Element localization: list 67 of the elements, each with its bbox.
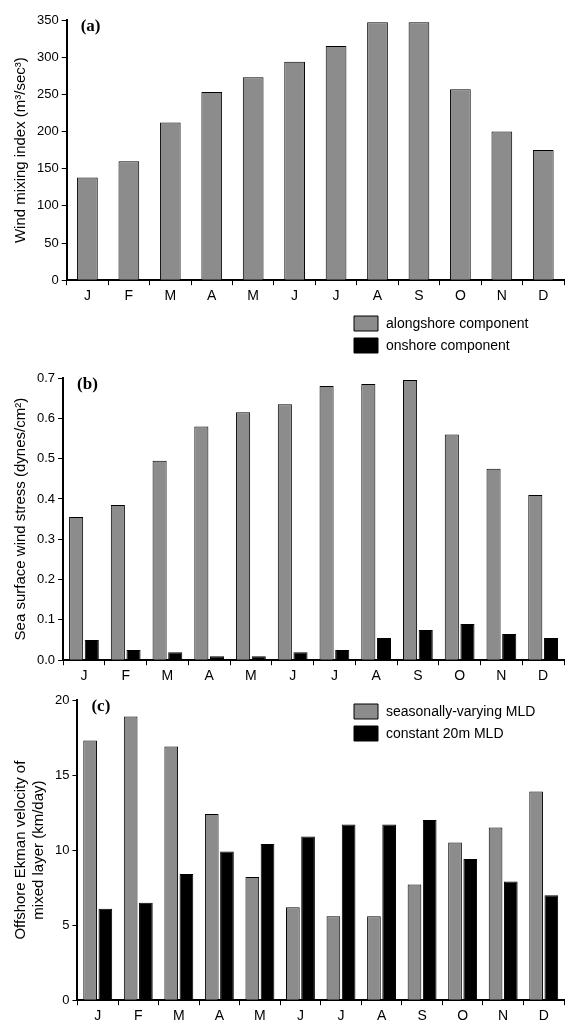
x-tick-label: J (80, 667, 88, 684)
y-tick-label: 0 (51, 271, 59, 287)
x-tick-label: N (498, 1007, 509, 1024)
x-tick-label: O (454, 287, 466, 304)
x-tick-label: F (124, 287, 134, 304)
x-tick-label: F (134, 1007, 143, 1024)
y-tick-label: 0.7 (36, 369, 56, 385)
x-tick-label: S (413, 667, 423, 684)
x-tick-label: M (245, 667, 257, 684)
x-tick-label: D (538, 287, 549, 304)
y-tick-label: 0.1 (36, 611, 56, 627)
x-tick-label: O (457, 1007, 469, 1024)
y-tick-label: 15 (54, 766, 70, 782)
x-tick-label: M (247, 287, 260, 304)
y-axis-title: Wind mixing index (m³/sec³) (11, 57, 29, 244)
y-tick-label: 20 (54, 691, 70, 707)
x-tick-label: F (121, 667, 130, 684)
x-tick-label: N (496, 287, 507, 304)
legend-label: onshore component (386, 336, 510, 353)
x-tick-label: A (214, 1007, 225, 1024)
x-tick-label: S (414, 287, 424, 304)
y-tick-label: 0.4 (36, 490, 56, 506)
x-tick-label: M (161, 667, 174, 684)
y-tick-label: 250 (36, 85, 59, 101)
x-tick-label: O (454, 667, 466, 684)
y-tick-label: 150 (36, 160, 59, 176)
legend-label: constant 20m MLD (386, 724, 504, 741)
chart-title: (b) (77, 373, 98, 393)
legend-label: alongshore component (386, 314, 529, 331)
x-tick-label: J (94, 1007, 102, 1024)
y-tick-label: 0.3 (36, 530, 56, 546)
x-tick-label: J (83, 287, 91, 304)
x-tick-label: J (337, 1007, 345, 1024)
x-tick-label: N (496, 667, 507, 684)
x-tick-label: S (417, 1007, 427, 1024)
chart-title: (a) (80, 15, 101, 35)
legend-label: seasonally-varying MLD (386, 702, 536, 719)
y-tick-label: 0.2 (36, 571, 56, 587)
x-tick-label: J (291, 287, 299, 304)
x-tick-label: A (372, 287, 383, 304)
chart-title: (c) (91, 695, 111, 715)
y-tick-label: 200 (36, 123, 59, 139)
x-tick-label: M (172, 1007, 185, 1024)
x-tick-label: A (207, 287, 218, 304)
y-tick-label: 0 (62, 991, 70, 1007)
x-tick-label: M (164, 287, 177, 304)
y-tick-label: 50 (44, 234, 59, 250)
x-tick-label: J (332, 287, 340, 304)
y-tick-label: 0.6 (36, 409, 56, 425)
x-tick-label: D (538, 667, 549, 684)
y-tick-label: 300 (36, 48, 59, 64)
y-tick-label: 0.0 (36, 651, 56, 667)
x-tick-label: A (204, 667, 215, 684)
x-tick-label: D (538, 1007, 549, 1024)
y-axis-title: Sea surface wind stress (dynes/cm²) (11, 397, 29, 641)
x-tick-label: A (371, 667, 382, 684)
y-tick-label: 100 (36, 197, 59, 213)
x-tick-label: J (289, 667, 297, 684)
x-tick-label: M (254, 1007, 266, 1024)
y-tick-label: 5 (62, 916, 70, 932)
x-tick-label: J (296, 1007, 304, 1024)
y-tick-label: 0.5 (36, 450, 56, 466)
x-tick-label: A (376, 1007, 387, 1024)
y-tick-label: 10 (54, 841, 70, 857)
x-tick-label: J (330, 667, 338, 684)
y-axis-title: Offshore Ekman velocity of mixed layer (km/day) (11, 759, 47, 940)
y-tick-label: 350 (36, 11, 59, 27)
